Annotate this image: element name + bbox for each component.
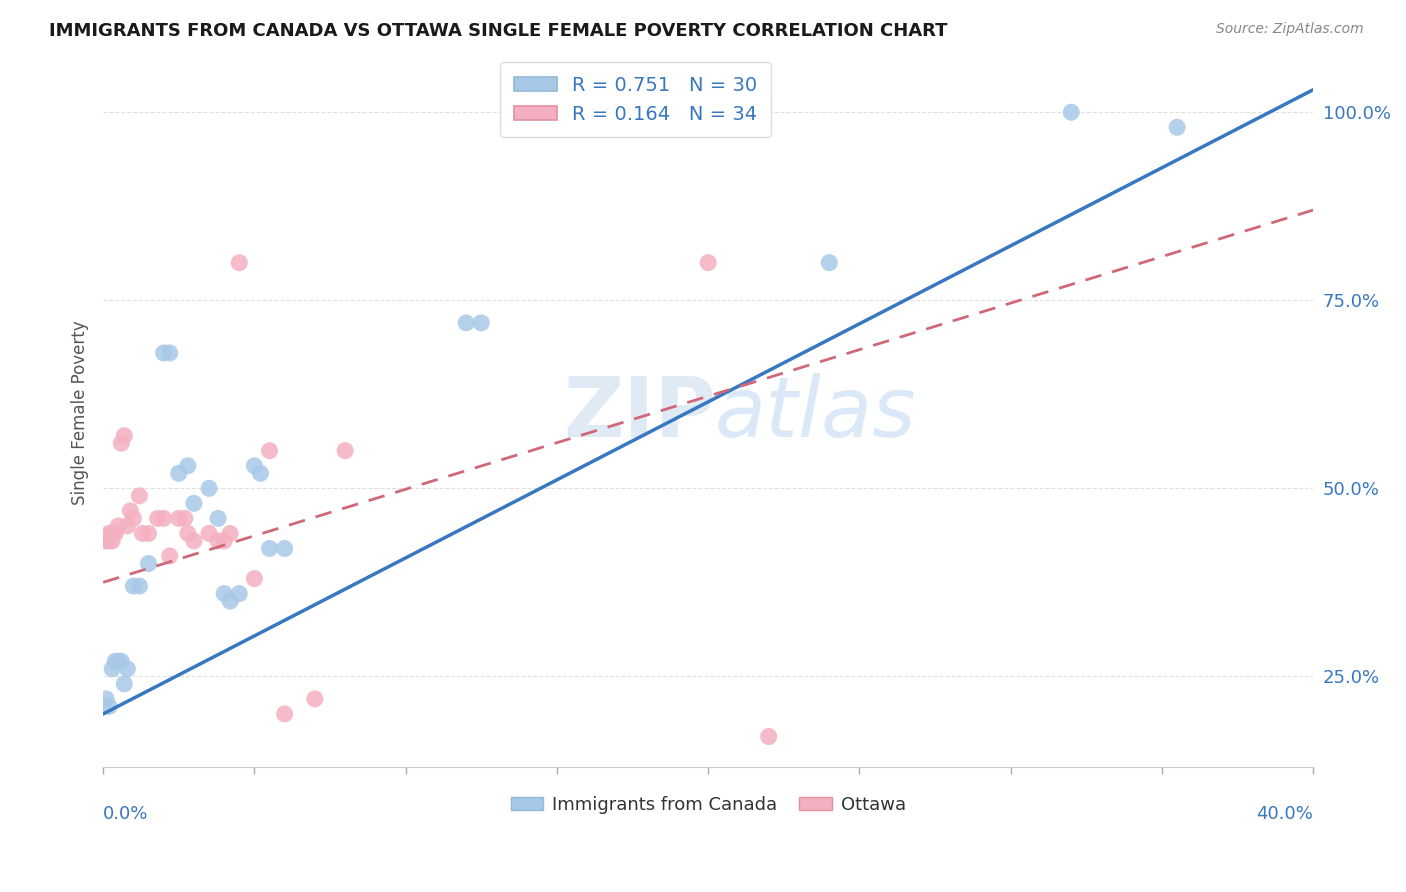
Text: Source: ZipAtlas.com: Source: ZipAtlas.com (1216, 22, 1364, 37)
Point (243, 572, 266, 586)
Point (98, 526, 121, 541)
Point (146, 511, 169, 525)
Point (243, 458, 266, 473)
Point (96, 533, 118, 548)
Point (333, 443, 356, 458)
Point (1060, 105, 1083, 120)
Point (273, 706, 295, 721)
Point (167, 467, 190, 481)
Point (177, 458, 200, 473)
Point (138, 526, 160, 541)
Point (183, 496, 205, 510)
Point (228, 586, 250, 600)
Point (470, 316, 492, 330)
Point (177, 526, 200, 541)
Point (98, 533, 121, 548)
Point (104, 654, 127, 668)
Point (117, 519, 139, 533)
Point (304, 692, 326, 706)
Point (96, 692, 118, 706)
Point (207, 533, 229, 548)
Point (152, 346, 174, 360)
Y-axis label: Single Female Poverty: Single Female Poverty (72, 321, 89, 506)
Text: IMMIGRANTS FROM CANADA VS OTTAWA SINGLE FEMALE POVERTY CORRELATION CHART: IMMIGRANTS FROM CANADA VS OTTAWA SINGLE … (49, 22, 948, 40)
Point (112, 677, 135, 691)
Point (219, 526, 242, 541)
Point (183, 533, 205, 548)
Point (259, 541, 281, 556)
Point (101, 533, 124, 548)
Point (212, 533, 235, 548)
Point (112, 428, 135, 442)
Legend: Immigrants from Canada, Ottawa: Immigrants from Canada, Ottawa (503, 789, 912, 822)
Point (128, 579, 150, 593)
Point (207, 511, 229, 525)
Point (198, 526, 221, 541)
Point (104, 526, 127, 541)
Point (122, 579, 145, 593)
Point (198, 481, 221, 495)
Point (131, 526, 153, 541)
Text: 40.0%: 40.0% (1257, 805, 1313, 823)
Point (120, 504, 142, 518)
Point (117, 662, 139, 676)
Point (818, 255, 841, 269)
Point (167, 511, 190, 525)
Point (110, 654, 132, 668)
Point (259, 443, 281, 458)
Point (456, 316, 478, 330)
Text: ZIP: ZIP (562, 373, 716, 454)
Point (101, 662, 124, 676)
Text: atlas: atlas (714, 373, 915, 454)
Point (1166, 120, 1188, 135)
Point (228, 255, 250, 269)
Point (159, 346, 181, 360)
Point (107, 654, 129, 668)
Point (152, 511, 174, 525)
Point (110, 436, 132, 450)
Point (697, 255, 720, 269)
Point (273, 541, 295, 556)
Point (138, 557, 160, 571)
Point (758, 730, 780, 744)
Text: 0.0%: 0.0% (103, 805, 149, 823)
Point (128, 489, 150, 503)
Point (122, 511, 145, 525)
Point (219, 594, 242, 608)
Point (107, 519, 129, 533)
Point (249, 467, 271, 481)
Point (159, 549, 181, 563)
Point (101, 526, 124, 541)
Point (212, 586, 235, 600)
Point (173, 511, 195, 525)
Point (98, 699, 121, 714)
